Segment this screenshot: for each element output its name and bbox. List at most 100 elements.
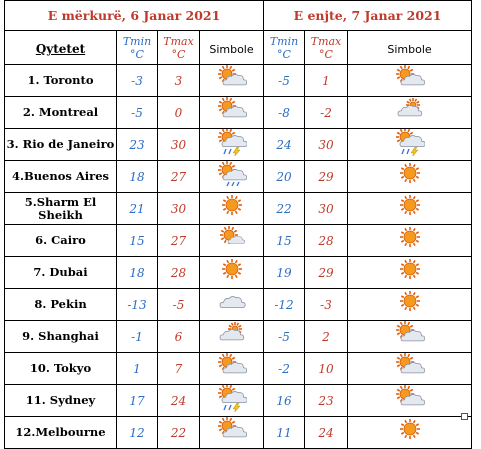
- tmin-value: 18: [116, 160, 158, 193]
- weather-symbol: [199, 352, 264, 385]
- table-body: 1. Toronto -3 3 -5 1 2. Montreal -5 0 -8 -2 3. Rio…: [4, 64, 473, 449]
- symbol-column-header: Simbole: [199, 30, 264, 65]
- weather-symbol: [199, 192, 264, 225]
- sun-icon: [395, 162, 425, 192]
- tmin-value: 23: [116, 128, 158, 161]
- tmin-value: 19: [263, 256, 305, 289]
- table-row: 3. Rio de Janeiro 23 30 24 30: [4, 128, 473, 161]
- sun-rain-thunder-icon: [395, 129, 426, 160]
- tmax-value: 6: [157, 320, 200, 353]
- tmin-value: 18: [116, 256, 158, 289]
- city-column-header: Qytetet: [4, 30, 117, 65]
- tmax-value: -2: [304, 96, 348, 129]
- tmin-value: -5: [263, 320, 305, 353]
- tmax-value: 29: [304, 256, 348, 289]
- tmax-value: 28: [157, 256, 200, 289]
- tmax-value: 3: [157, 64, 200, 97]
- city-name: 5.Sharm El Sheikh: [4, 192, 117, 225]
- sun-icon: [395, 194, 425, 224]
- tmax-value: -5: [157, 288, 200, 321]
- city-name: 2. Montreal: [4, 96, 117, 129]
- table-row: 12.Melbourne 12 22 11 24: [4, 416, 473, 449]
- tmax-value: 2: [304, 320, 348, 353]
- symbol-label: Simbole: [387, 43, 432, 56]
- weather-symbol: [199, 416, 264, 449]
- tmin-value: 1: [116, 352, 158, 385]
- sun-cloud-icon: [395, 385, 425, 416]
- tmin-value: 21: [116, 192, 158, 225]
- tmin-value: -13: [116, 288, 158, 321]
- sun-rain-thunder-icon: [217, 129, 248, 160]
- table-row: 6. Cairo 15 27 15 28: [4, 224, 473, 257]
- tmax-value: 27: [157, 224, 200, 257]
- sun-icon: [395, 418, 425, 448]
- tmax-value: 10: [304, 352, 348, 385]
- tmin-unit: °C: [130, 47, 144, 61]
- table-row: 4.Buenos Aires 18 27 20 29: [4, 160, 473, 193]
- tmax-value: 23: [304, 384, 348, 417]
- tmax-column-header: Tmax °C: [304, 30, 348, 65]
- tmax-label: Tmax: [163, 34, 194, 48]
- weather-symbol: [346, 128, 473, 161]
- weather-symbol: [199, 288, 264, 321]
- weather-symbol: [199, 256, 264, 289]
- tmin-value: -2: [263, 352, 305, 385]
- tmax-value: 30: [157, 192, 200, 225]
- table-row: 7. Dubai 18 28 19 29: [4, 256, 473, 289]
- city-name: 4.Buenos Aires: [4, 160, 117, 193]
- weather-symbol: [346, 416, 473, 449]
- day1-header: E mërkurë, 6 Janar 2021: [4, 0, 264, 31]
- weather-symbol: [199, 320, 264, 353]
- sun-cloud-icon: [217, 353, 247, 384]
- table-row: 10. Tokyo 1 7 -2 10: [4, 352, 473, 385]
- tmin-value: -8: [263, 96, 305, 129]
- tmax-value: 27: [157, 160, 200, 193]
- tmin-value: -12: [263, 288, 305, 321]
- tmin-value: -5: [263, 64, 305, 97]
- tmin-column-header: Tmin °C: [116, 30, 158, 65]
- sun-icon: [395, 290, 425, 320]
- weather-table-container: E mërkurë, 6 Janar 2021 E enjte, 7 Janar…: [4, 0, 473, 449]
- table-row: 8. Pekin -13 -5 -12 -3: [4, 288, 473, 321]
- resize-handle[interactable]: [461, 413, 468, 420]
- tmin-unit: °C: [277, 47, 291, 61]
- tmax-label: Tmax: [310, 34, 342, 48]
- city-name: 10. Tokyo: [4, 352, 117, 385]
- weather-symbol: [346, 160, 473, 193]
- table-row: 2. Montreal -5 0 -8 -2: [4, 96, 473, 129]
- tmax-value: 0: [157, 96, 200, 129]
- sun-cloud-small-icon: [217, 226, 247, 256]
- sun-icon: [395, 258, 425, 288]
- weather-symbol: [346, 384, 473, 417]
- cloud-sun-small-icon: [217, 322, 247, 352]
- tmin-label: Tmin: [122, 34, 152, 48]
- tmin-column-header: Tmin °C: [263, 30, 305, 65]
- sun-cloud-icon: [217, 65, 247, 96]
- tmin-value: -3: [116, 64, 158, 97]
- weather-symbol: [346, 96, 473, 129]
- weather-table: E mërkurë, 6 Janar 2021 E enjte, 7 Janar…: [4, 0, 473, 449]
- tmin-value: 15: [116, 224, 158, 257]
- tmax-value: -3: [304, 288, 348, 321]
- symbol-column-header: Simbole: [346, 30, 473, 65]
- sun-rain-cloud-icon: [217, 161, 247, 192]
- city-name: 9. Shanghai: [4, 320, 117, 353]
- tmin-value: 11: [263, 416, 305, 449]
- tmax-value: 30: [304, 192, 348, 225]
- tmax-unit: °C: [171, 47, 186, 61]
- tmin-value: 20: [263, 160, 305, 193]
- weather-symbol: [346, 352, 473, 385]
- tmax-value: 28: [304, 224, 348, 257]
- tmax-value: 24: [304, 416, 348, 449]
- weather-symbol: [346, 320, 473, 353]
- tmin-value: 16: [263, 384, 305, 417]
- weather-symbol: [346, 192, 473, 225]
- tmin-value: 24: [263, 128, 305, 161]
- weather-symbol: [346, 288, 473, 321]
- city-name: 3. Rio de Janeiro: [4, 128, 117, 161]
- table-row: 9. Shanghai -1 6 -5 2: [4, 320, 473, 353]
- weather-symbol: [199, 128, 264, 161]
- table-row: 1. Toronto -3 3 -5 1: [4, 64, 473, 97]
- city-name: 12.Melbourne: [4, 416, 117, 449]
- weather-symbol: [199, 384, 264, 417]
